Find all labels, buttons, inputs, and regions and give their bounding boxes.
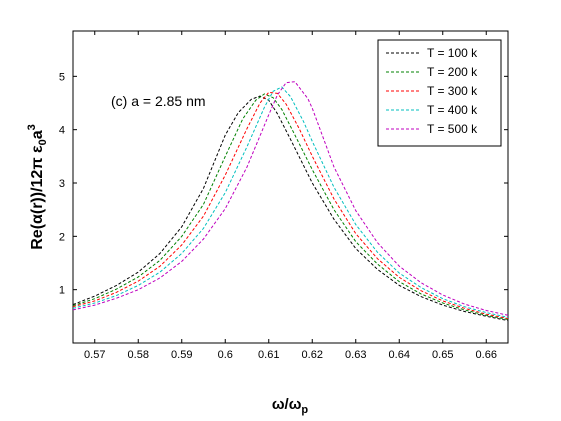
legend-label-3: T = 300 k [427, 84, 478, 98]
y-axis-label-sub: 0 [37, 139, 49, 145]
x-tick-label-1: 0.57 [84, 349, 105, 361]
y-axis-label-main: Re(α(r))/12π ε [29, 145, 46, 250]
y-tick-label-1: 1 [59, 285, 65, 297]
x-tick-label-4: 0.6 [218, 349, 233, 361]
y-tick-label-3: 3 [59, 178, 65, 190]
x-tick-label-9: 0.65 [432, 349, 453, 361]
y-tick-label-4: 4 [59, 125, 65, 137]
legend-box [377, 39, 502, 147]
legend-label-2: T = 200 k [427, 65, 478, 79]
series-line-1 [72, 95, 509, 322]
y-axis-label-tail: a [29, 130, 46, 139]
x-axis-label: ω/ωp [272, 396, 309, 416]
series-group [72, 81, 509, 322]
x-axis-label-main: ω/ω [272, 396, 302, 413]
x-axis-label-sub: p [301, 404, 308, 416]
legend-label-1: T = 100 k [427, 46, 478, 60]
y-tick-label-5: 5 [59, 71, 65, 83]
x-tick-label-2: 0.58 [128, 349, 149, 361]
x-tick-label-10: 0.66 [476, 349, 497, 361]
y-tick-label-2: 2 [59, 231, 65, 243]
chart-annotation: (c) a = 2.85 nm [111, 93, 206, 109]
ticks-group: 0.57 0.58 0.59 0.6 0.61 0.62 0.63 0.64 0.65 0.66 1… [59, 31, 508, 361]
x-tick-label-5: 0.61 [258, 349, 279, 361]
legend: T = 100 k T = 200 k T = 300 k T = 400 k T = … [377, 39, 502, 147]
x-tick-label-7: 0.63 [345, 349, 366, 361]
x-tick-label-8: 0.64 [389, 349, 410, 361]
series-line-3 [72, 91, 509, 319]
series-line-4 [72, 86, 509, 318]
x-tick-label-6: 0.62 [302, 349, 323, 361]
legend-label-4: T = 400 k [427, 103, 478, 117]
series-line-2 [72, 93, 509, 320]
x-tick-label-3: 0.59 [171, 349, 192, 361]
legend-label-5: T = 500 k [427, 122, 478, 136]
y-axis-label: Re(α(r))/12π ε0a3 [26, 124, 49, 250]
y-axis-label-sup: 3 [26, 124, 38, 130]
